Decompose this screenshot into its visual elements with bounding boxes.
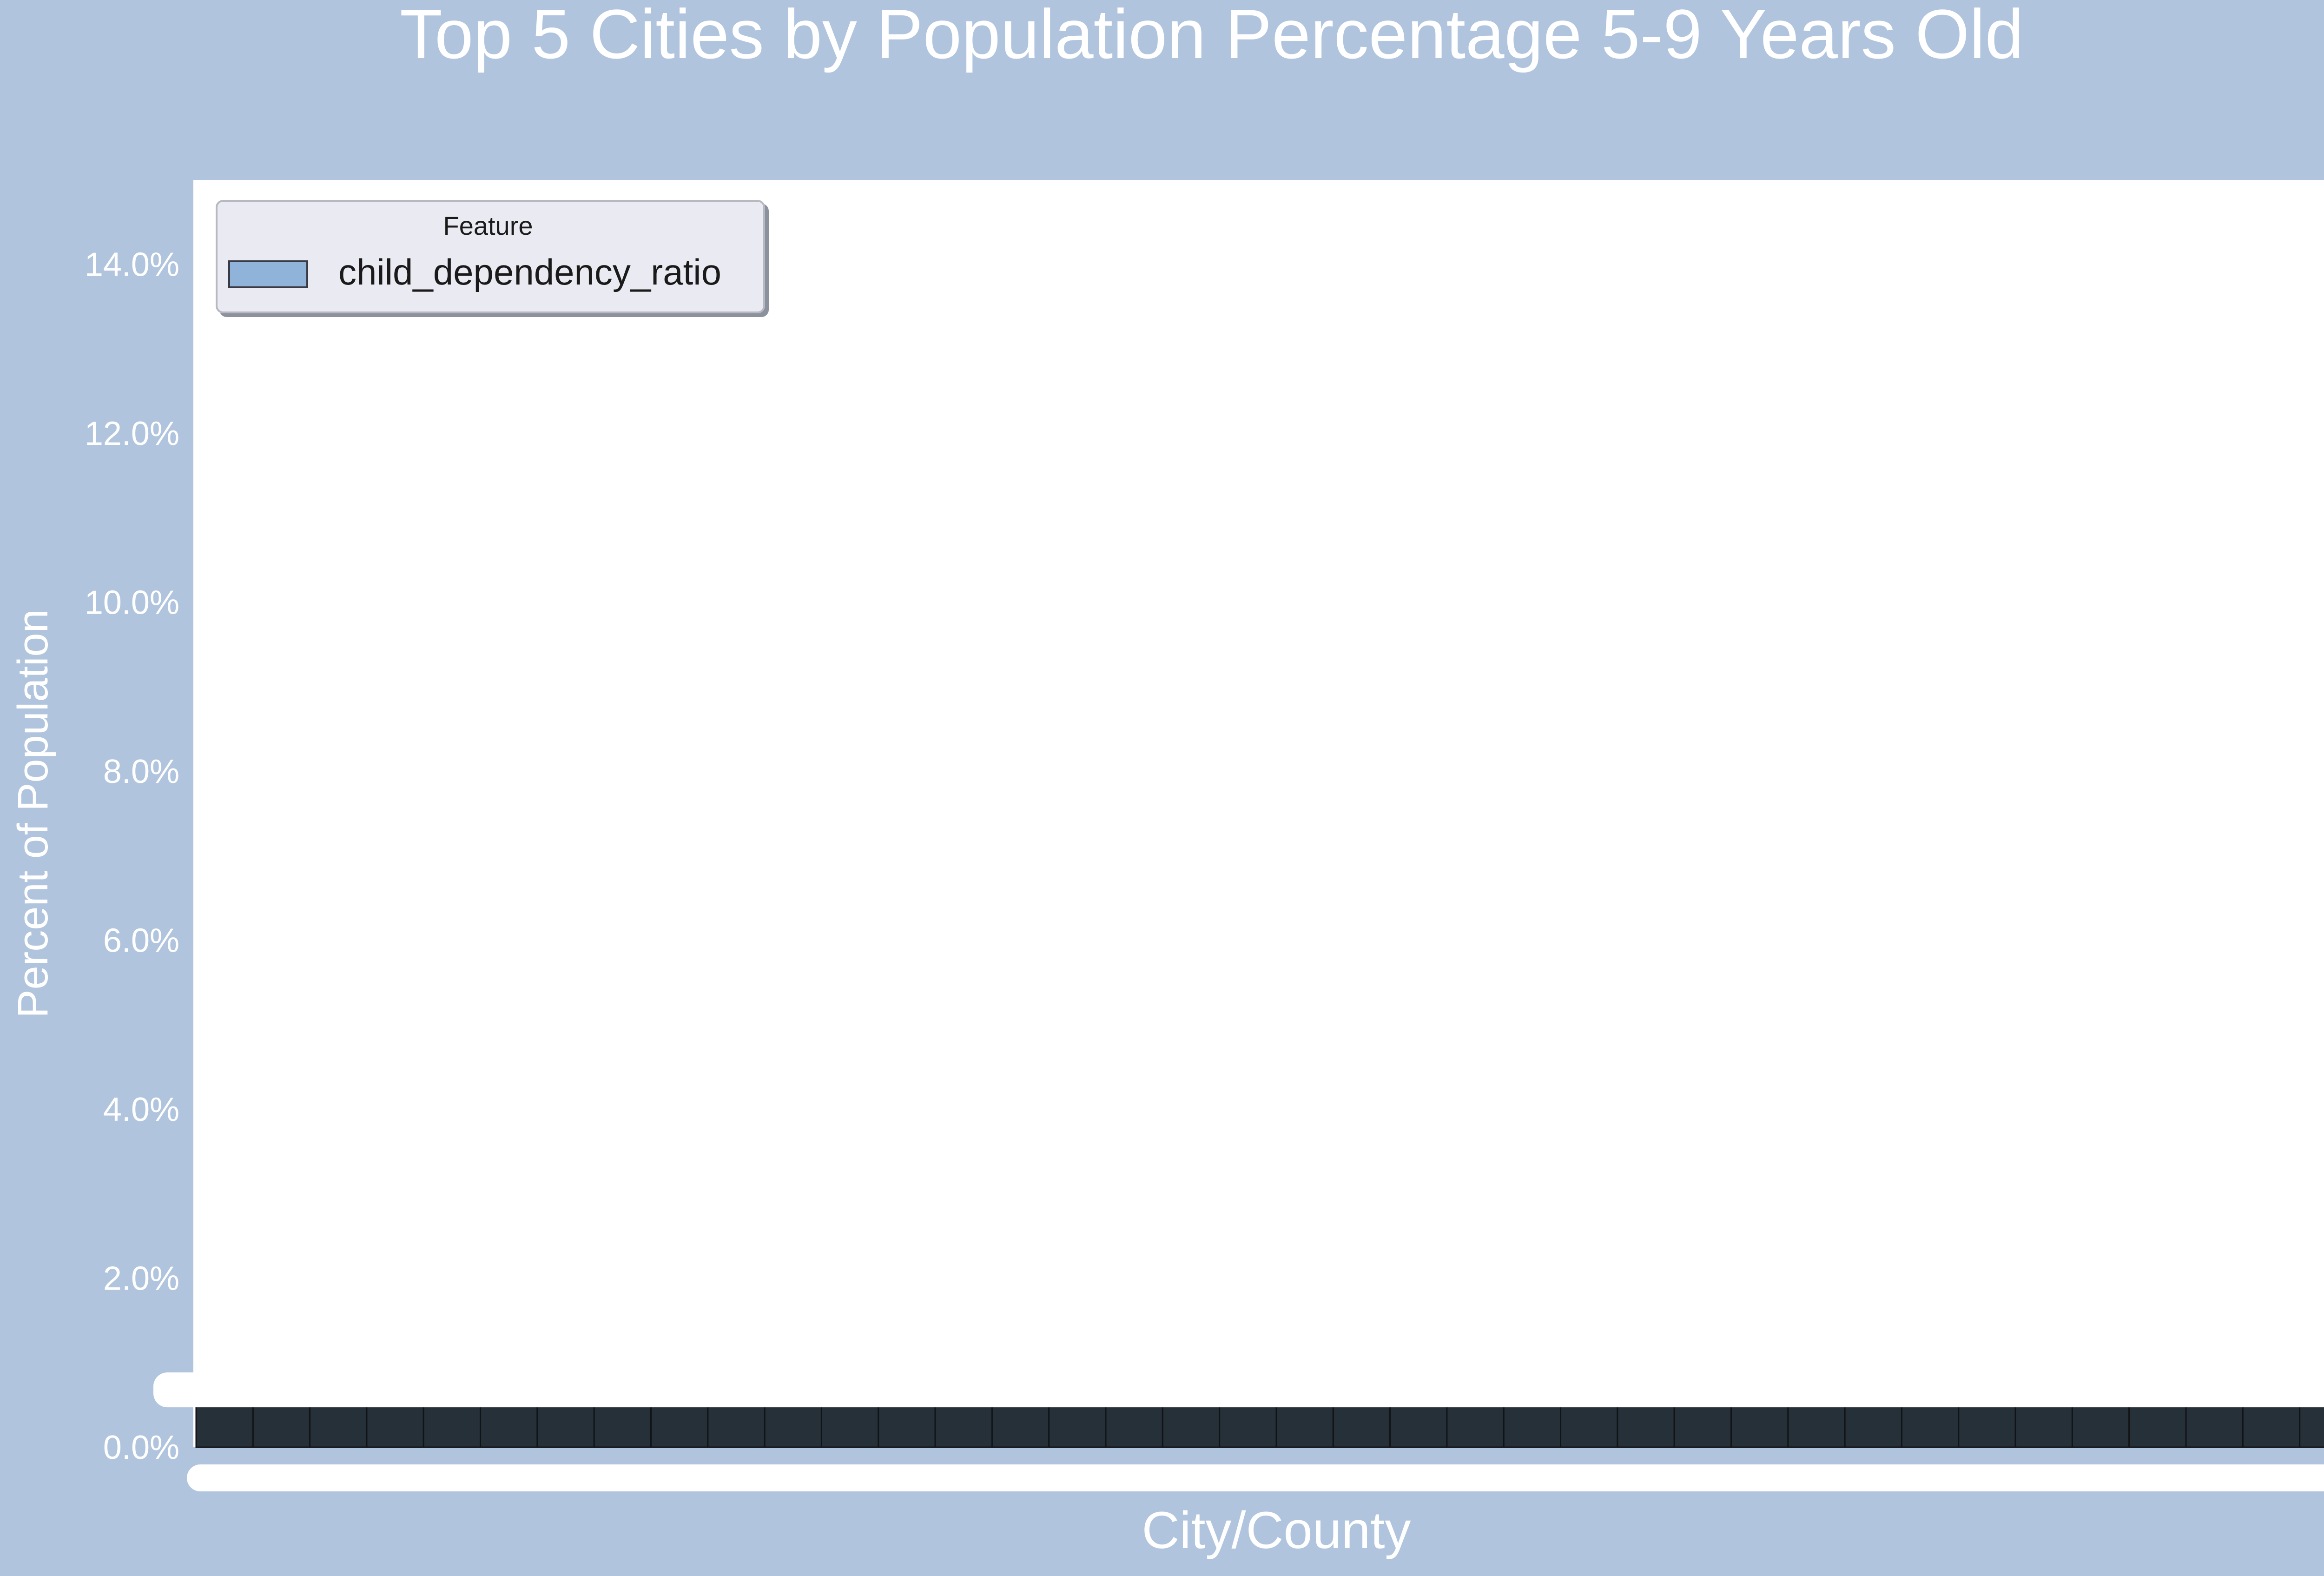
bar	[366, 1404, 424, 1448]
bar	[480, 1404, 538, 1448]
bar	[1958, 1404, 2016, 1448]
bar	[1617, 1404, 1675, 1448]
bar	[1730, 1404, 1789, 1448]
bar	[1162, 1404, 1221, 1448]
y-tick-label: 2.0%	[103, 1260, 179, 1298]
x-tick-labels-band	[187, 1464, 2324, 1491]
bar	[1219, 1404, 1277, 1448]
bar	[593, 1404, 652, 1448]
bar	[195, 1404, 254, 1448]
y-tick-label: 6.0%	[103, 922, 179, 960]
bar	[1844, 1404, 1902, 1448]
bar	[878, 1404, 936, 1448]
y-tick-label: 12.0%	[85, 415, 179, 452]
bar	[423, 1404, 482, 1448]
y-axis-ticks: 0.0% 2.0% 4.0% 6.0% 8.0% 10.0% 12.0% 14.0%	[85, 246, 179, 1466]
bar	[934, 1404, 993, 1448]
bar	[252, 1404, 311, 1448]
bar	[1105, 1404, 1163, 1448]
bar	[764, 1404, 822, 1448]
bar	[1673, 1404, 1732, 1448]
bar	[2014, 1404, 2073, 1448]
y-tick-label: 14.0%	[85, 246, 179, 284]
bar	[650, 1404, 709, 1448]
bar	[1389, 1404, 1448, 1448]
bar	[2242, 1404, 2301, 1448]
bar	[1446, 1404, 1505, 1448]
bar	[1560, 1404, 1618, 1448]
legend-entry: child_dependency_ratio	[338, 252, 721, 292]
chart-title: Top 5 Cities by Population Percentage 5-…	[400, 0, 2024, 73]
bar	[1275, 1404, 1334, 1448]
bar	[707, 1404, 766, 1448]
bar	[1048, 1404, 1107, 1448]
legend-swatch	[228, 260, 308, 288]
legend-box	[216, 200, 765, 313]
bar	[1503, 1404, 1562, 1448]
bar	[2071, 1404, 2130, 1448]
bar	[1332, 1404, 1391, 1448]
legend-title: Feature	[443, 211, 533, 240]
y-tick-label: 4.0%	[103, 1091, 179, 1128]
y-axis-label: Percent of Population	[9, 609, 57, 1018]
y-tick-label: 8.0%	[103, 753, 179, 790]
plot-area	[193, 180, 2324, 1447]
bar	[2128, 1404, 2187, 1448]
bar-value-labels-band	[153, 1372, 2324, 1408]
y-tick-label: 10.0%	[85, 584, 179, 622]
y-tick-label: 0.0%	[103, 1429, 179, 1466]
bar	[820, 1404, 879, 1448]
bar	[309, 1404, 368, 1448]
bar	[1787, 1404, 1846, 1448]
bars-group	[153, 1372, 2324, 1448]
bar	[536, 1404, 595, 1448]
bar	[1901, 1404, 1960, 1448]
bar	[2299, 1404, 2324, 1448]
x-axis-ticks	[187, 1464, 2324, 1491]
x-axis-label: City/County	[1142, 1501, 1411, 1559]
bar	[991, 1404, 1050, 1448]
bar	[2185, 1404, 2244, 1448]
legend[interactable]: Feature child_dependency_ratio	[216, 200, 765, 313]
